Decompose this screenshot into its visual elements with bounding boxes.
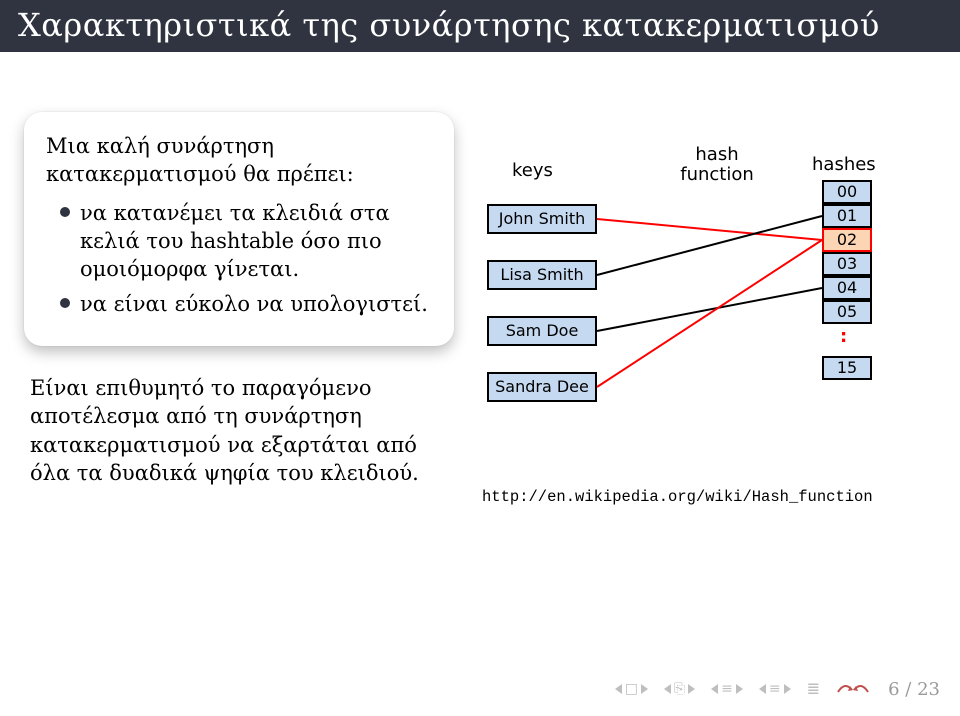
left-column: Μια καλή συνάρτηση κατακερματισμού θα πρ… bbox=[24, 112, 454, 506]
frame-icon: □ bbox=[625, 681, 638, 697]
hash-box: 03 bbox=[822, 252, 872, 276]
right-column: keys hash function hashes : John Smith Li… bbox=[472, 112, 936, 506]
hash-box: 05 bbox=[822, 300, 872, 324]
hash-box: 02 bbox=[822, 228, 872, 252]
nav-prev-sec-icon[interactable] bbox=[711, 684, 718, 694]
label-hash-function-line1: hash bbox=[677, 144, 757, 165]
hash-diagram: keys hash function hashes : John Smith Li… bbox=[482, 120, 902, 480]
nav-next-frame-icon[interactable] bbox=[641, 684, 648, 694]
hash-box: 15 bbox=[822, 356, 872, 380]
section-icon: ≡ bbox=[721, 682, 733, 696]
nav-prev-doc-icon[interactable] bbox=[759, 684, 766, 694]
nav-next-sec-icon[interactable] bbox=[736, 684, 743, 694]
key-box: John Smith bbox=[487, 204, 597, 234]
bullet-icon bbox=[60, 298, 70, 308]
beamer-nav-bar: □ ⎘ ≡ ≡ ≣ bbox=[615, 680, 870, 698]
nav-undo-redo[interactable] bbox=[836, 680, 870, 698]
page-current: 6 bbox=[888, 679, 899, 700]
after-box-text: Είναι επιθυμητό το παραγόμενο αποτέλεσμα… bbox=[24, 374, 454, 487]
nav-subsection-group[interactable]: ⎘ bbox=[664, 681, 695, 697]
page-total: 23 bbox=[917, 679, 940, 700]
hash-ellipsis: : bbox=[840, 326, 847, 347]
key-box: Sandra Dee bbox=[487, 372, 597, 402]
nav-section-group[interactable]: ≡ bbox=[711, 682, 743, 696]
hash-box: 01 bbox=[822, 204, 872, 228]
source-url: http://en.wikipedia.org/wiki/Hash_functi… bbox=[482, 488, 936, 506]
hash-box: 04 bbox=[822, 276, 872, 300]
key-box: Sam Doe bbox=[487, 316, 597, 346]
label-keys: keys bbox=[512, 160, 553, 181]
bullet-item: να κατανέμει τα κλειδιά στα κελιά του ha… bbox=[60, 199, 432, 284]
appendix-icon[interactable]: ≣ bbox=[807, 681, 820, 697]
doc-icon: ⎘ bbox=[674, 681, 685, 697]
bullet-text: να κατανέμει τα κλειδιά στα κελιά του ha… bbox=[80, 199, 432, 284]
label-hash-function-line2: function bbox=[667, 164, 767, 185]
undo-redo-icon bbox=[836, 680, 870, 698]
page-number: 6 / 23 bbox=[888, 679, 940, 700]
nav-prev-frame-icon[interactable] bbox=[615, 684, 622, 694]
bullet-item: να είναι εύκολο να υπολογιστεί. bbox=[60, 290, 432, 318]
box-lead: Μια καλή συνάρτηση κατακερματισμού θα πρ… bbox=[46, 132, 432, 189]
slide-title: Χαρακτηριστικά της συνάρτησης κατακερματ… bbox=[0, 0, 960, 52]
bullet-icon bbox=[60, 207, 70, 217]
nav-next-subsec-icon[interactable] bbox=[688, 684, 695, 694]
label-hashes: hashes bbox=[812, 154, 876, 175]
definition-box: Μια καλή συνάρτηση κατακερματισμού θα πρ… bbox=[24, 112, 454, 346]
hash-box: 00 bbox=[822, 180, 872, 204]
doc2-icon: ≡ bbox=[769, 682, 781, 696]
key-box: Lisa Smith bbox=[487, 260, 597, 290]
nav-doc-group[interactable]: ≡ bbox=[759, 682, 791, 696]
bullet-text: να είναι εύκολο να υπολογιστεί. bbox=[80, 290, 428, 318]
nav-frame-group[interactable]: □ bbox=[615, 681, 648, 697]
nav-prev-subsec-icon[interactable] bbox=[664, 684, 671, 694]
content-area: Μια καλή συνάρτηση κατακερματισμού θα πρ… bbox=[0, 52, 960, 506]
nav-next-doc-icon[interactable] bbox=[784, 684, 791, 694]
